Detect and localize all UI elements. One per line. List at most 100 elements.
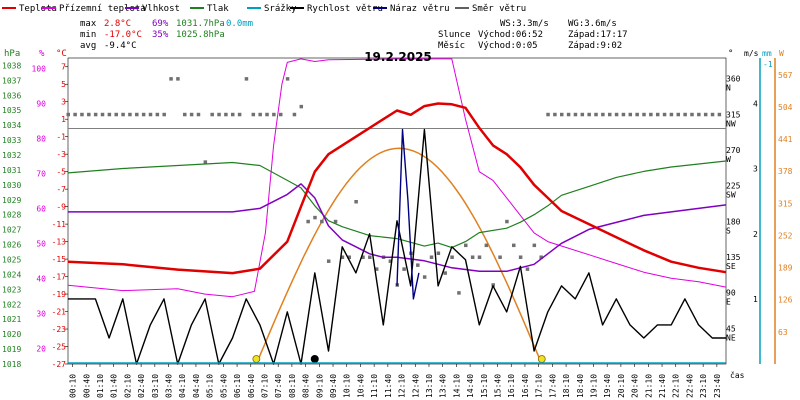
wind-direction-point [135,112,139,117]
temp-tick-label: -21 [52,308,67,317]
pct-tick-label: 20 [36,344,46,353]
wind-direction-point [703,112,708,117]
series-line-teplota [67,102,727,275]
x-tick-label: 09:10 [315,374,324,398]
stat-min-label: min [80,30,96,40]
hpa-tick-label: 1030 [2,181,21,190]
hpa-tick-label: 1028 [2,211,21,220]
series-line-rychlost-vetru [68,128,726,365]
w-tick-label: 63 [778,328,788,337]
hpa-tick-label: 1021 [2,315,21,324]
x-tick-label: 08:40 [302,374,311,398]
wind-direction-point [141,112,146,117]
wind-direction-point [601,112,605,117]
stats-block: max 2.8°C 69% 1031.7hPa 0.0mm min -17.0°… [80,19,628,51]
wind-direction-point [148,112,153,117]
stat-max-pres: 1031.7hPa [176,19,225,29]
wind-direction-point [183,112,187,117]
hpa-tick-label: 1037 [2,76,21,85]
hpa-tick-label: 1033 [2,136,21,145]
wind-direction-point [368,255,372,259]
wind-direction-point [388,259,393,263]
x-tick-label: 23:40 [713,374,722,398]
stat-max-hum: 69% [152,19,169,29]
wind-direction-point [189,112,194,117]
x-tick-label: 11:10 [370,374,379,398]
dir-tick-label: 360 [726,75,741,84]
series-line-prizemni-teplota [67,58,727,298]
stat-moonrise: Východ:0:05 [478,41,538,51]
wind-direction-point [566,112,571,117]
wind-direction-point [518,255,523,259]
plot-frame [67,57,727,365]
wind-direction-point [340,255,345,259]
x-tick-label: 07:40 [274,374,283,398]
plot-area [66,58,727,365]
wind-direction-point [203,160,208,164]
dir-tick-name: NW [726,119,736,128]
stat-sunset: Západ:17:17 [568,30,628,40]
wind-direction-point [422,275,427,279]
x-tick-label: 18:40 [576,374,585,398]
dir-tick-name: SE [726,262,736,271]
legend-label: Vlhkost [142,4,180,14]
legend-item: Teplota [2,4,57,14]
temp-tick-label: -13 [52,238,67,247]
temp-tick-label: -5 [56,168,66,177]
pct-tick-label: 40 [36,274,46,283]
wind-direction-point [546,112,550,117]
dir-axis-unit: ° [728,49,733,59]
stat-moon-label: Měsíc [438,41,465,51]
temp-tick-label: -17 [52,273,67,282]
w-tick-label: 126 [778,296,793,305]
wind-direction-point [361,255,365,259]
x-tick-label: 16:10 [507,374,516,398]
temp-tick-label: -3 [56,150,66,159]
wind-direction-point [477,255,482,259]
x-axis: čas 00:10 00:40 01:10 01:40 02:10 02:40 03:10 03… [69,364,745,398]
wind-direction-point [717,112,722,117]
wind-direction-point [347,255,352,259]
x-tick-label: 17:40 [548,374,557,398]
x-tick-label: 19:10 [589,374,598,398]
mm-tick-label: -1 [763,60,773,69]
hpa-tick-label: 1034 [2,121,21,130]
wind-direction-point [244,77,249,81]
wind-direction-point [374,267,379,271]
stat-moonset: Západ:9:02 [568,41,622,51]
legend-item: Vlhkost [125,4,180,14]
wind-direction-point [93,112,98,117]
x-tick-label: 00:10 [69,374,78,398]
wind-direction-point [66,112,70,117]
series-line-tlak [67,160,727,249]
x-tick-label: 21:10 [644,374,653,398]
ms-tick-label: 2 [753,230,758,239]
temp-tick-label: -9 [56,203,66,212]
stat-min-temp: -17.0°C [104,30,142,40]
x-tick-label: 01:10 [96,374,105,398]
pct-tick-label: 80 [36,134,46,143]
wind-direction-point [278,112,283,117]
wind-direction-point [662,112,667,117]
legend-label: Teplota [19,4,57,14]
mm-axis-unit: mm [762,49,772,58]
hpa-tick-label: 1038 [2,61,21,70]
dir-tick-label: 90 [726,289,736,298]
hpa-tick-label: 1022 [2,300,21,309]
x-tick-label: 22:40 [685,374,694,398]
legend-label: Náraz větru [390,4,450,14]
wind-direction-point [265,112,269,117]
wind-direction-point [484,243,489,248]
ms-tick-label: 3 [753,165,758,174]
wind-direction-point [614,112,619,117]
wind-direction-point [573,112,578,117]
x-tick-label: 12:40 [411,374,420,398]
pct-axis-unit: % [39,49,45,59]
stat-ws: WS:3.3m/s [500,19,549,29]
dir-tick-label: 270 [726,146,741,155]
wind-direction-point [224,112,228,117]
legend-item: Směr větru [455,4,526,14]
wind-direction-point [607,112,612,117]
wind-direction-point [525,267,530,271]
legend-item: Přízemní teplota [42,4,146,14]
